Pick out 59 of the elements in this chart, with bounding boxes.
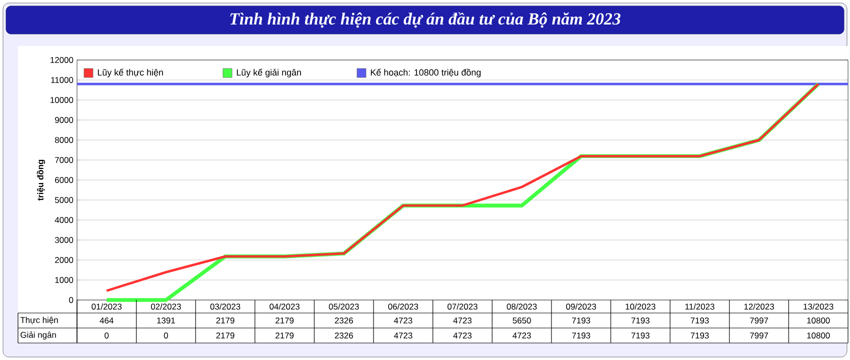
x-tick-label: 04/2023 <box>270 303 300 310</box>
data-label: 7997 <box>750 318 768 324</box>
data-label: 2326 <box>334 318 353 324</box>
data-label: 0 <box>104 332 109 338</box>
y-tick-label: 0 <box>69 297 74 303</box>
data-label: 4723 <box>512 332 531 338</box>
legend-label: Lũy kế giải ngân <box>236 68 301 78</box>
data-label: 10800 <box>807 318 830 324</box>
legend-label: Kế hoạch: 10800 triệu đồng <box>370 68 481 78</box>
y-tick-label: 6000 <box>55 177 74 183</box>
legend-label: Lũy kế thực hiện <box>98 68 163 78</box>
data-label: 4723 <box>453 318 472 324</box>
y-tick-label: 10000 <box>50 97 74 103</box>
y-tick-label: 3000 <box>54 237 74 243</box>
data-label: 4723 <box>453 332 472 338</box>
chart-title: Tình hình thực hiện các dự án đầu tư của Bộ năm 2023 <box>230 12 620 28</box>
data-label: 7193 <box>572 318 590 324</box>
x-tick-label: 05/2023 <box>328 303 359 310</box>
data-label: 7193 <box>690 332 709 338</box>
y-axis-title: triệu đồng <box>36 160 46 201</box>
x-tick-label: 12/2023 <box>744 303 774 310</box>
data-label: 2179 <box>276 318 294 324</box>
x-tick-label: 13/2023 <box>804 303 834 310</box>
data-label: 2179 <box>216 318 234 324</box>
data-label: 4723 <box>394 332 412 338</box>
data-label: 1391 <box>157 318 175 324</box>
x-tick-label: 11/2023 <box>685 303 714 310</box>
x-tick-label: 01/2023 <box>92 303 122 310</box>
data-label: 4723 <box>394 318 412 324</box>
x-tick-label: 03/2023 <box>210 303 240 310</box>
y-tick-label: 9000 <box>55 117 74 123</box>
data-label: 7997 <box>750 332 768 338</box>
y-tick-label: 1000 <box>55 277 74 283</box>
x-tick-label: 08/2023 <box>506 303 537 310</box>
data-label: 0 <box>164 332 168 338</box>
y-tick-label: 12000 <box>50 57 74 63</box>
y-tick-label: 7000 <box>55 157 74 163</box>
data-label: 10800 <box>807 332 830 338</box>
data-label: 2179 <box>216 332 234 338</box>
data-label: 7193 <box>631 318 650 324</box>
x-tick-label: 06/2023 <box>388 303 418 310</box>
text: Thực hiện <box>20 316 58 324</box>
data-label: 464 <box>100 318 114 324</box>
text: Giải ngân <box>20 331 56 340</box>
x-tick-label: 02/2023 <box>150 303 181 310</box>
x-tick-label: 10/2023 <box>626 303 656 310</box>
data-label: 5650 <box>512 318 531 324</box>
y-tick-label: 8000 <box>55 137 74 143</box>
x-tick-label: 09/2023 <box>566 303 596 310</box>
data-label: 7193 <box>631 332 650 338</box>
y-tick-label: 4000 <box>54 217 74 223</box>
y-tick-label: 11000 <box>51 77 74 83</box>
data-label: 7193 <box>690 318 709 324</box>
data-label: 7193 <box>572 332 590 338</box>
data-label: 2326 <box>334 332 353 338</box>
y-tick-label: 5000 <box>54 197 74 203</box>
x-tick-label: 07/2023 <box>448 303 478 310</box>
data-label: 2179 <box>276 332 294 338</box>
y-tick-label: 2000 <box>55 257 74 263</box>
